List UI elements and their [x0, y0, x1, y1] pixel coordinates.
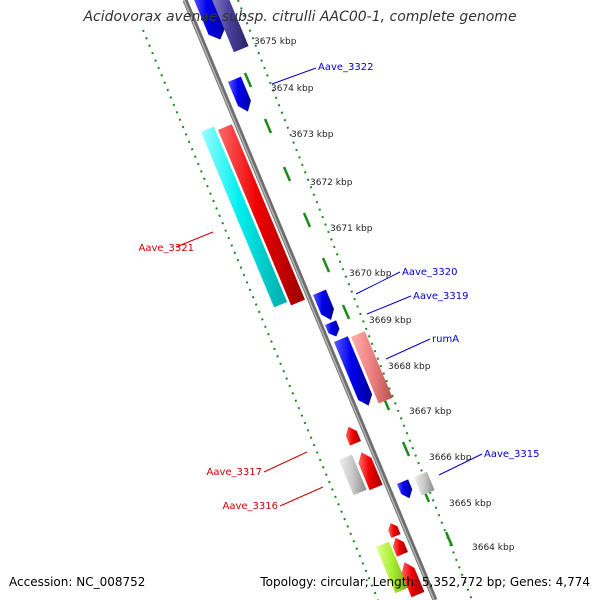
gene-label-aave-3320[interactable]: Aave_3320: [402, 267, 458, 278]
feature-group: [194, 0, 435, 598]
genome-summary-text: Topology: circular; Length: 5,352,772 bp…: [260, 575, 590, 589]
gene-label-aave-3315[interactable]: Aave_3315: [484, 449, 540, 460]
feature-aave-3314[interactable]: [388, 523, 401, 538]
feature-rumA[interactable]: [351, 331, 393, 404]
feature-aave-3315-gray[interactable]: [414, 471, 435, 496]
gene-label-leader-aave-3315: [438, 453, 483, 476]
feature-aave-3313[interactable]: [392, 537, 408, 557]
tick-mark: [282, 166, 292, 182]
tick-label: 3673 kbp: [291, 130, 334, 140]
gene-label-leader-aave-3319: [366, 295, 412, 315]
tick-label: 3664 kbp: [472, 543, 515, 553]
inner-guide-line: [142, 29, 379, 600]
feature-rumA-region[interactable]: [334, 336, 373, 406]
genome-backbone: [182, 0, 438, 600]
gene-label-leader-aave-3317: [263, 451, 308, 473]
feature-aave-3318[interactable]: [345, 426, 361, 446]
tick-label: 3670 kbp: [349, 269, 392, 279]
tick-label: 3672 kbp: [310, 178, 353, 188]
tick-mark: [444, 531, 454, 547]
tick-label: 3674 kbp: [271, 84, 314, 94]
feature-aave-3315[interactable]: [397, 479, 413, 499]
tick-label: 3666 kbp: [429, 453, 472, 463]
gene-label-aave-3319[interactable]: Aave_3319: [413, 291, 469, 302]
feature-aave-3321[interactable]: [218, 124, 305, 306]
map-title: Acidovorax avenae subsp. citrulli AAC00-…: [83, 9, 517, 25]
tick-label: 3668 kbp: [388, 362, 431, 372]
feature-aave-3312[interactable]: [401, 562, 425, 598]
feature-aave-3319[interactable]: [325, 320, 340, 337]
gene-label-group: Aave_3322 Aave_3321 Aave_3320 Aave_3319 rumA…: [139, 62, 540, 512]
tick-label: 3671 kbp: [330, 224, 373, 234]
tick-mark: [263, 118, 273, 134]
gene-label-aave-3316[interactable]: Aave_3316: [223, 501, 279, 512]
tick-mark: [243, 72, 253, 88]
tick-mark: [302, 212, 312, 228]
feature-aave-3317[interactable]: [358, 452, 383, 491]
tick-mark: [321, 257, 331, 273]
tick-label: 3675 kbp: [254, 37, 297, 47]
gene-label-leader-ruma: [385, 338, 431, 360]
tick-mark: [401, 441, 411, 457]
feature-aave-3317-gray[interactable]: [339, 454, 367, 496]
feature-aave-3320[interactable]: [313, 289, 334, 320]
feature-aave-3321-cyan[interactable]: [201, 126, 288, 308]
tick-mark: [341, 304, 351, 320]
tick-label: 3665 kbp: [449, 499, 492, 509]
gene-label-aave-3317[interactable]: Aave_3317: [207, 467, 263, 478]
gene-label-aave-3321[interactable]: Aave_3321: [139, 243, 195, 254]
outer-guide-line: [237, 0, 473, 600]
gene-label-ruma[interactable]: rumA: [432, 334, 459, 345]
accession-text: Accession: NC_008752: [9, 575, 146, 589]
gene-label-leader-aave-3322: [271, 67, 317, 85]
gene-label-aave-3322[interactable]: Aave_3322: [318, 62, 374, 73]
gene-label-leader-aave-3321: [175, 231, 214, 248]
feature-aave-3322[interactable]: [228, 76, 251, 112]
genome-backbone-highlight: [183, 0, 435, 600]
gene-label-leader-aave-3320: [355, 271, 401, 295]
tick-label: 3667 kbp: [409, 407, 452, 417]
tick-label: 3669 kbp: [369, 316, 412, 326]
gene-label-leader-aave-3316: [279, 486, 324, 507]
feature-aave-3312-lime[interactable]: [376, 541, 409, 594]
feature-aave-3323b[interactable]: [210, 0, 249, 53]
